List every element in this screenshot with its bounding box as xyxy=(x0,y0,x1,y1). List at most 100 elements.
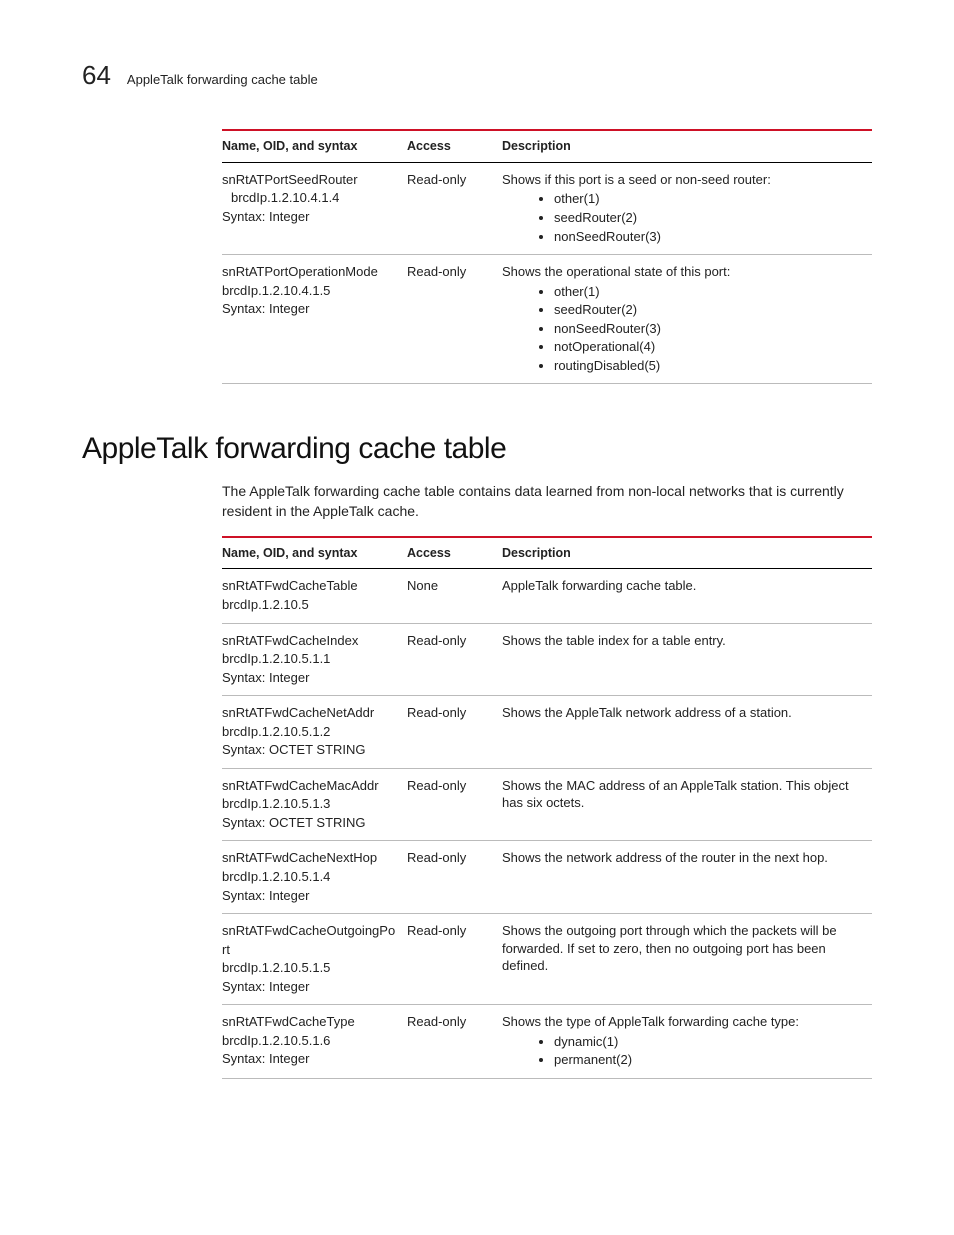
oid-name: snRtATFwdCacheNetAddr xyxy=(222,704,397,722)
list-item: nonSeedRouter(3) xyxy=(554,320,862,339)
cell-description: Shows the table index for a table entry. xyxy=(502,623,872,696)
col-header-access: Access xyxy=(407,537,502,569)
page-number: 64 xyxy=(82,60,111,91)
table-row: snRtATPortSeedRouterbrcdIp.1.2.10.4.1.4S… xyxy=(222,162,872,254)
cell-description: Shows the outgoing port through which th… xyxy=(502,914,872,1005)
page-header: 64 AppleTalk forwarding cache table xyxy=(82,60,872,91)
oid-path: brcdIp.1.2.10.5.1.6 xyxy=(222,1032,397,1050)
table-row: snRtATFwdCacheIndexbrcdIp.1.2.10.5.1.1Sy… xyxy=(222,623,872,696)
oid-name: snRtATFwdCacheType xyxy=(222,1013,397,1031)
col-header-name: Name, OID, and syntax xyxy=(222,537,407,569)
list-item: routingDisabled(5) xyxy=(554,357,862,376)
table-fwd-cache: Name, OID, and syntax Access Description… xyxy=(222,536,872,1079)
cell-description: Shows the network address of the router … xyxy=(502,841,872,914)
oid-name: snRtATFwdCacheIndex xyxy=(222,632,397,650)
description-text: Shows the MAC address of an AppleTalk st… xyxy=(502,777,862,812)
oid-name: snRtATFwdCacheTable xyxy=(222,577,397,595)
description-text: Shows the outgoing port through which th… xyxy=(502,922,862,975)
col-header-access: Access xyxy=(407,130,502,162)
oid-path: brcdIp.1.2.10.5 xyxy=(222,596,397,614)
list-item: permanent(2) xyxy=(554,1051,862,1070)
description-text: Shows the network address of the router … xyxy=(502,849,862,867)
col-header-desc: Description xyxy=(502,537,872,569)
oid-path: brcdIp.1.2.10.5.1.4 xyxy=(222,868,397,886)
cell-name: snRtATFwdCacheIndexbrcdIp.1.2.10.5.1.1Sy… xyxy=(222,623,407,696)
cell-name: snRtATPortSeedRouterbrcdIp.1.2.10.4.1.4S… xyxy=(222,162,407,254)
option-list: dynamic(1)permanent(2) xyxy=(502,1033,862,1070)
oid-syntax: Syntax: OCTET STRING xyxy=(222,741,397,759)
section-body: The AppleTalk forwarding cache table con… xyxy=(222,482,872,1079)
cell-access: Read-only xyxy=(407,255,502,384)
cell-name: snRtATFwdCacheTablebrcdIp.1.2.10.5 xyxy=(222,569,407,623)
oid-name: snRtATPortOperationMode xyxy=(222,263,397,281)
option-list: other(1)seedRouter(2)nonSeedRouter(3) xyxy=(502,190,862,246)
oid-name: snRtATFwdCacheOutgoingPo xyxy=(222,922,397,940)
description-text: Shows the AppleTalk network address of a… xyxy=(502,704,862,722)
cell-description: Shows the type of AppleTalk forwarding c… xyxy=(502,1005,872,1079)
cell-description: Shows if this port is a seed or non-seed… xyxy=(502,162,872,254)
cell-access: None xyxy=(407,569,502,623)
oid-syntax: Syntax: Integer xyxy=(222,1050,397,1068)
section-heading: AppleTalk forwarding cache table xyxy=(82,432,872,466)
content: Name, OID, and syntax Access Description… xyxy=(222,129,872,384)
oid-syntax: Syntax: Integer xyxy=(222,300,397,318)
oid-path: brcdIp.1.2.10.5.1.1 xyxy=(222,650,397,668)
oid-path: brcdIp.1.2.10.5.1.5 xyxy=(222,959,397,977)
cell-access: Read-only xyxy=(407,162,502,254)
cell-description: AppleTalk forwarding cache table. xyxy=(502,569,872,623)
table-port: Name, OID, and syntax Access Description… xyxy=(222,129,872,384)
oid-syntax: Syntax: OCTET STRING xyxy=(222,814,397,832)
page-header-title: AppleTalk forwarding cache table xyxy=(127,72,318,87)
description-text: AppleTalk forwarding cache table. xyxy=(502,577,862,595)
list-item: other(1) xyxy=(554,190,862,209)
oid-path: brcdIp.1.2.10.5.1.3 xyxy=(222,795,397,813)
oid-syntax: Syntax: Integer xyxy=(222,887,397,905)
table-row: snRtATFwdCacheTypebrcdIp.1.2.10.5.1.6Syn… xyxy=(222,1005,872,1079)
description-text: Shows the type of AppleTalk forwarding c… xyxy=(502,1013,862,1031)
description-text: Shows if this port is a seed or non-seed… xyxy=(502,171,862,189)
table-row: snRtATFwdCacheOutgoingPortbrcdIp.1.2.10.… xyxy=(222,914,872,1005)
oid-syntax: Syntax: Integer xyxy=(222,208,397,226)
cell-access: Read-only xyxy=(407,768,502,841)
list-item: dynamic(1) xyxy=(554,1033,862,1052)
oid-path: brcdIp.1.2.10.4.1.5 xyxy=(222,282,397,300)
oid-name: snRtATFwdCacheNextHop xyxy=(222,849,397,867)
oid-path: brcdIp.1.2.10.4.1.4 xyxy=(222,189,397,207)
list-item: seedRouter(2) xyxy=(554,209,862,228)
list-item: seedRouter(2) xyxy=(554,301,862,320)
list-item: nonSeedRouter(3) xyxy=(554,228,862,247)
col-header-name: Name, OID, and syntax xyxy=(222,130,407,162)
list-item: notOperational(4) xyxy=(554,338,862,357)
table-row: snRtATFwdCacheNextHopbrcdIp.1.2.10.5.1.4… xyxy=(222,841,872,914)
table-row: snRtATFwdCacheTablebrcdIp.1.2.10.5NoneAp… xyxy=(222,569,872,623)
section-intro: The AppleTalk forwarding cache table con… xyxy=(222,482,872,521)
cell-name: snRtATFwdCacheOutgoingPortbrcdIp.1.2.10.… xyxy=(222,914,407,1005)
cell-access: Read-only xyxy=(407,1005,502,1079)
oid-path: brcdIp.1.2.10.5.1.2 xyxy=(222,723,397,741)
list-item: other(1) xyxy=(554,283,862,302)
cell-description: Shows the AppleTalk network address of a… xyxy=(502,696,872,769)
cell-access: Read-only xyxy=(407,696,502,769)
col-header-desc: Description xyxy=(502,130,872,162)
cell-name: snRtATFwdCacheTypebrcdIp.1.2.10.5.1.6Syn… xyxy=(222,1005,407,1079)
page: 64 AppleTalk forwarding cache table Name… xyxy=(0,0,954,1235)
oid-name: snRtATFwdCacheMacAddr xyxy=(222,777,397,795)
cell-name: snRtATPortOperationModebrcdIp.1.2.10.4.1… xyxy=(222,255,407,384)
cell-name: snRtATFwdCacheNetAddrbrcdIp.1.2.10.5.1.2… xyxy=(222,696,407,769)
oid-syntax: Syntax: Integer xyxy=(222,978,397,996)
cell-access: Read-only xyxy=(407,914,502,1005)
option-list: other(1)seedRouter(2)nonSeedRouter(3)not… xyxy=(502,283,862,376)
cell-name: snRtATFwdCacheNextHopbrcdIp.1.2.10.5.1.4… xyxy=(222,841,407,914)
cell-access: Read-only xyxy=(407,841,502,914)
oid-name-cont: rt xyxy=(222,941,397,959)
oid-syntax: Syntax: Integer xyxy=(222,669,397,687)
cell-access: Read-only xyxy=(407,623,502,696)
table-row: snRtATFwdCacheMacAddrbrcdIp.1.2.10.5.1.3… xyxy=(222,768,872,841)
oid-name: snRtATPortSeedRouter xyxy=(222,171,397,189)
cell-description: Shows the MAC address of an AppleTalk st… xyxy=(502,768,872,841)
cell-name: snRtATFwdCacheMacAddrbrcdIp.1.2.10.5.1.3… xyxy=(222,768,407,841)
table-row: snRtATPortOperationModebrcdIp.1.2.10.4.1… xyxy=(222,255,872,384)
table-row: snRtATFwdCacheNetAddrbrcdIp.1.2.10.5.1.2… xyxy=(222,696,872,769)
description-text: Shows the table index for a table entry. xyxy=(502,632,862,650)
description-text: Shows the operational state of this port… xyxy=(502,263,862,281)
